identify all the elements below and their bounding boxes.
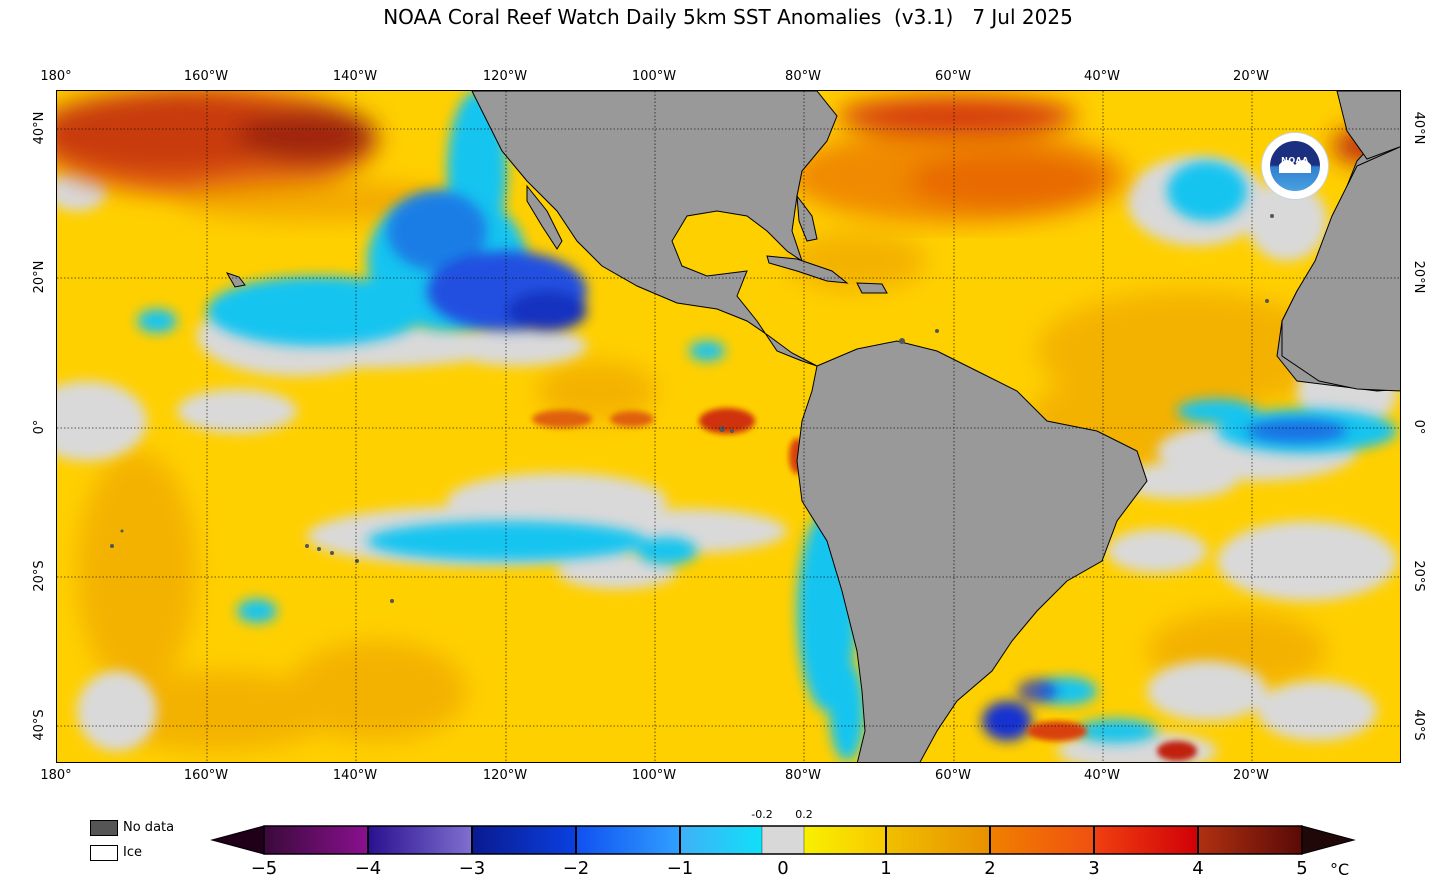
lat-tick: 20°N	[1411, 260, 1426, 294]
florida	[796, 194, 818, 242]
lon-tick: 160°W	[183, 768, 229, 783]
lon-tick: 100°W	[631, 69, 677, 84]
land	[225, 91, 1400, 762]
lat-tick: 0°	[32, 419, 47, 435]
lat-tick: 20°N	[32, 260, 47, 294]
colorbar-label: 4	[1192, 858, 1204, 879]
ice-label: Ice	[123, 845, 142, 860]
lat-tick: 40°N	[1411, 111, 1426, 145]
baja-california	[526, 184, 563, 250]
noaa-logo-text: NOAA	[1281, 156, 1309, 165]
colorbar-label: −4	[354, 858, 382, 879]
lat-tick: 20°S	[1411, 560, 1426, 592]
sst-anomaly-map[interactable]	[56, 90, 1401, 763]
colorbar-label: −5	[250, 858, 278, 879]
colorbar-unit: °C	[1330, 860, 1350, 879]
lon-tick: 180°	[40, 69, 72, 84]
lon-tick: 80°W	[785, 69, 821, 84]
islands	[110, 214, 1274, 603]
colorbar-max-arrow	[1301, 825, 1356, 855]
lat-tick: 40°S	[1411, 709, 1426, 741]
colorbar-segments	[210, 825, 1356, 855]
lon-tick: 100°W	[631, 768, 677, 783]
lat-tick: 40°S	[32, 709, 47, 741]
lon-tick: 180°	[40, 768, 72, 783]
lon-tick: 120°W	[482, 69, 528, 84]
seagull-icon	[1279, 160, 1311, 173]
hispaniola	[856, 282, 888, 294]
colorbar-label: −3	[458, 858, 486, 879]
colorbar-label: 0	[777, 858, 789, 879]
colorbar-min-arrow	[210, 825, 265, 855]
colorbar-label: −2	[562, 858, 590, 879]
lon-tick: 60°W	[935, 768, 971, 783]
map-graphic	[57, 91, 1400, 762]
ice-swatch	[90, 845, 118, 861]
hot-areas	[57, 91, 1400, 224]
west-africa	[1281, 146, 1400, 392]
nodata-swatch	[90, 820, 118, 836]
north-america	[471, 91, 838, 367]
colorbar-small-label: -0.2	[751, 808, 773, 821]
colorbar-label: −1	[666, 858, 694, 879]
map-title: NOAA Coral Reef Watch Daily 5km SST Anom…	[383, 5, 1073, 29]
colorbar-label: 2	[984, 858, 996, 879]
lon-tick: 140°W	[332, 768, 378, 783]
lat-tick: 0°	[1411, 419, 1426, 435]
lon-tick: 120°W	[482, 768, 528, 783]
south-america	[796, 340, 1148, 762]
lat-tick: 20°S	[32, 560, 47, 592]
lon-tick: 20°W	[1233, 768, 1269, 783]
colorbar-label: 5	[1296, 858, 1308, 879]
lon-tick: 80°W	[785, 768, 821, 783]
cuba	[766, 255, 849, 284]
lon-tick: 40°W	[1084, 69, 1120, 84]
lat-tick: 40°N	[32, 111, 47, 145]
nodata-label: No data	[123, 820, 175, 835]
colorbar-label: 1	[880, 858, 892, 879]
lon-tick: 20°W	[1233, 69, 1269, 84]
hawaii	[225, 272, 246, 288]
cold-areas	[387, 191, 1347, 741]
lon-tick: 160°W	[183, 69, 229, 84]
noaa-logo: NOAA	[1262, 133, 1328, 199]
lon-tick: 60°W	[935, 69, 971, 84]
colorbar-label: 3	[1088, 858, 1100, 879]
graticule	[57, 91, 1400, 762]
noaa-emblem-icon: NOAA	[1270, 141, 1320, 191]
lon-tick: 40°W	[1084, 768, 1120, 783]
colorbar-small-label: 0.2	[795, 808, 813, 821]
iberia	[1336, 91, 1400, 160]
lon-tick: 140°W	[332, 69, 378, 84]
